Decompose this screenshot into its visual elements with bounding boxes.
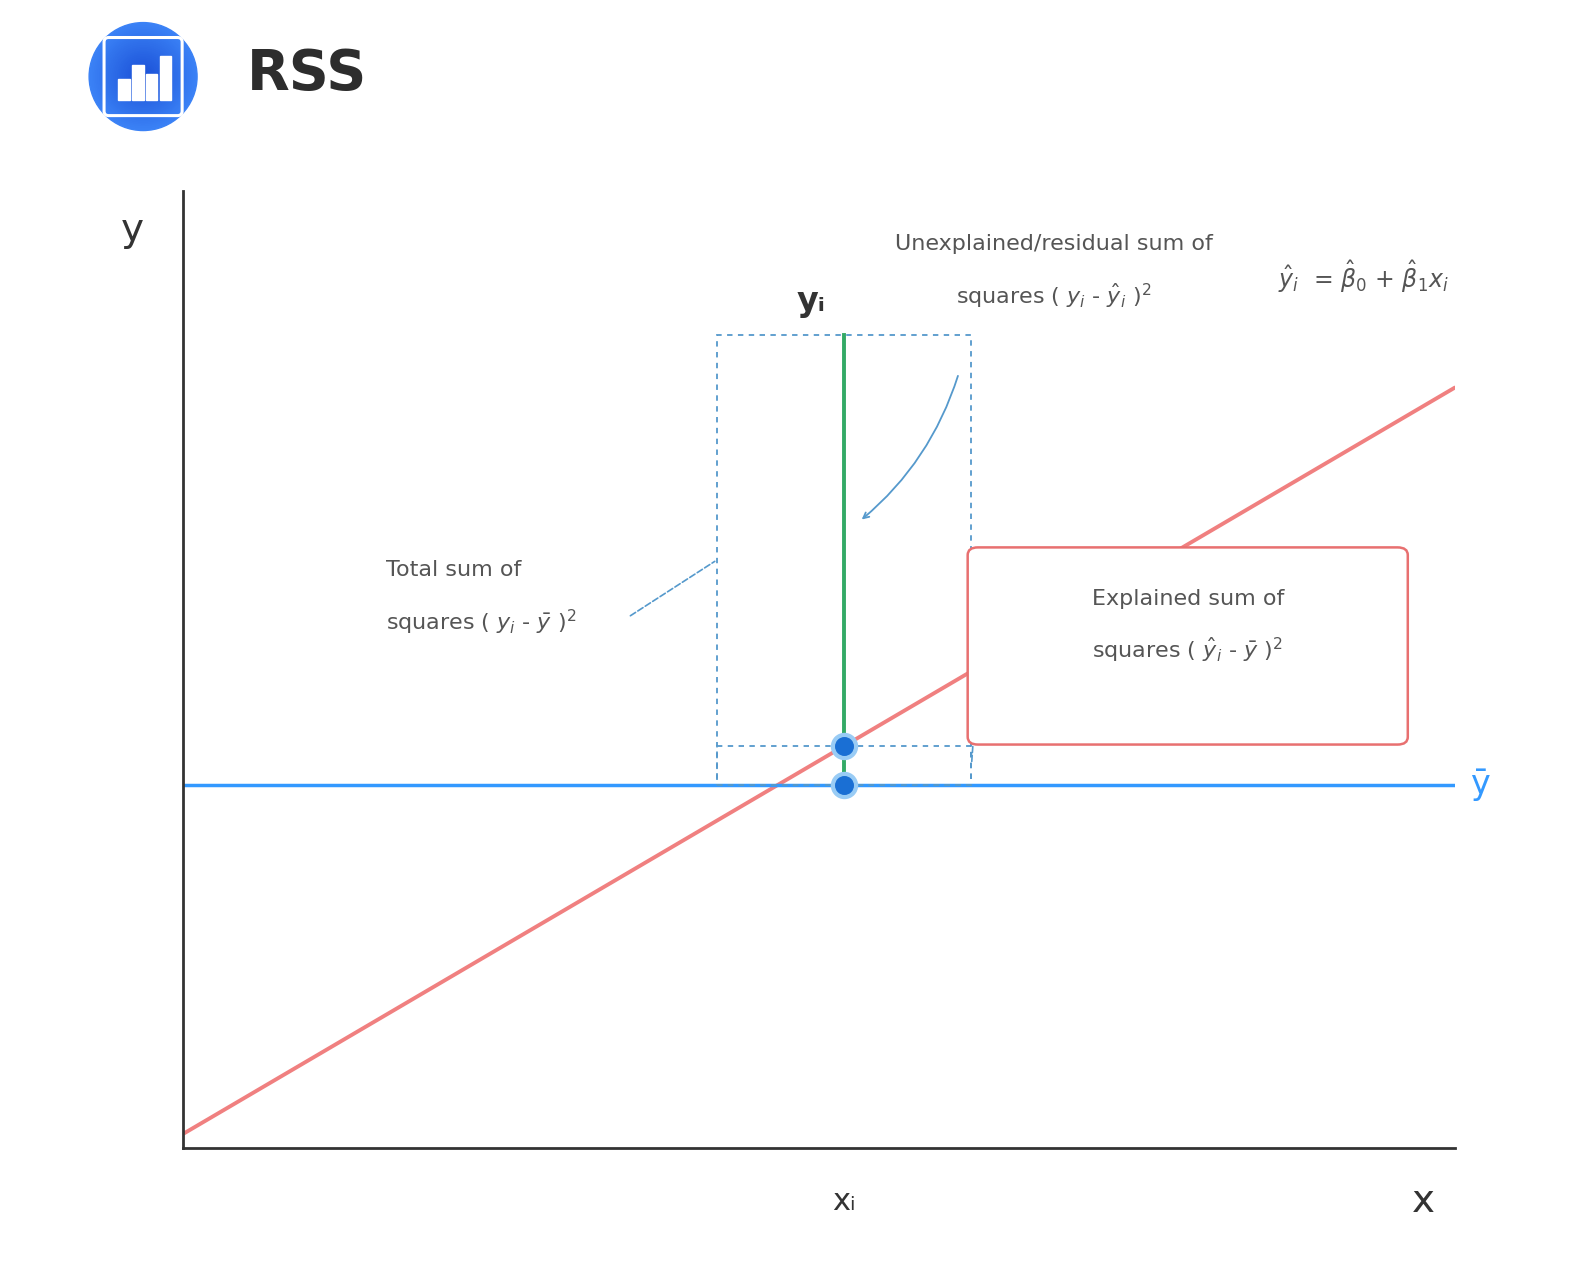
Bar — [717, 336, 971, 785]
Circle shape — [130, 64, 156, 89]
Bar — [132, 65, 143, 100]
FancyBboxPatch shape — [968, 547, 1407, 745]
Circle shape — [102, 36, 184, 117]
Circle shape — [118, 51, 169, 102]
Text: squares ( $\hat{y}_i$ - $\bar{y}$ )$^2$: squares ( $\hat{y}_i$ - $\bar{y}$ )$^2$ — [1092, 637, 1283, 665]
Circle shape — [134, 68, 153, 85]
Circle shape — [105, 38, 181, 115]
Circle shape — [140, 73, 146, 80]
Circle shape — [116, 50, 170, 103]
Text: Explained sum of: Explained sum of — [1092, 588, 1283, 609]
Point — [832, 736, 857, 757]
Circle shape — [100, 33, 186, 120]
Circle shape — [129, 63, 157, 91]
Circle shape — [99, 32, 188, 121]
Circle shape — [110, 42, 176, 111]
Point — [832, 736, 857, 757]
Text: yᵢ: yᵢ — [797, 285, 825, 318]
Text: $\hat{y}_i$  = $\hat{\beta}_0$ + $\hat{\beta}_1 x_i$: $\hat{y}_i$ = $\hat{\beta}_0$ + $\hat{\b… — [1278, 258, 1448, 295]
Circle shape — [127, 60, 159, 93]
Circle shape — [89, 23, 197, 130]
Text: xᵢ: xᵢ — [833, 1187, 855, 1216]
Circle shape — [142, 75, 145, 78]
Circle shape — [135, 69, 151, 84]
Text: y: y — [121, 211, 143, 249]
Circle shape — [97, 29, 189, 124]
Point — [832, 775, 857, 795]
Circle shape — [113, 46, 173, 107]
Circle shape — [124, 56, 162, 97]
Text: RSS: RSS — [246, 47, 367, 101]
Circle shape — [91, 24, 196, 129]
Text: x: x — [1412, 1182, 1434, 1220]
Circle shape — [121, 55, 165, 98]
Bar — [118, 79, 130, 100]
Text: Unexplained/residual sum of: Unexplained/residual sum of — [895, 235, 1213, 254]
Bar — [146, 74, 157, 100]
Text: squares ( $y_i$ - $\bar{y}$ )$^2$: squares ( $y_i$ - $\bar{y}$ )$^2$ — [386, 607, 577, 637]
Circle shape — [132, 66, 154, 87]
Circle shape — [111, 45, 175, 108]
Bar — [159, 56, 172, 100]
Circle shape — [94, 28, 192, 125]
Circle shape — [103, 37, 183, 116]
Circle shape — [126, 59, 161, 94]
Circle shape — [114, 47, 172, 106]
Text: Total sum of: Total sum of — [386, 560, 522, 579]
Text: squares ( $y_i$ - $\hat{y}_i$ )$^2$: squares ( $y_i$ - $\hat{y}_i$ )$^2$ — [957, 282, 1151, 311]
Circle shape — [119, 54, 167, 100]
Point — [832, 775, 857, 795]
Bar — [717, 746, 971, 785]
Circle shape — [138, 71, 148, 82]
Circle shape — [92, 27, 194, 126]
Circle shape — [107, 41, 180, 112]
Text: ȳ: ȳ — [1471, 768, 1490, 801]
